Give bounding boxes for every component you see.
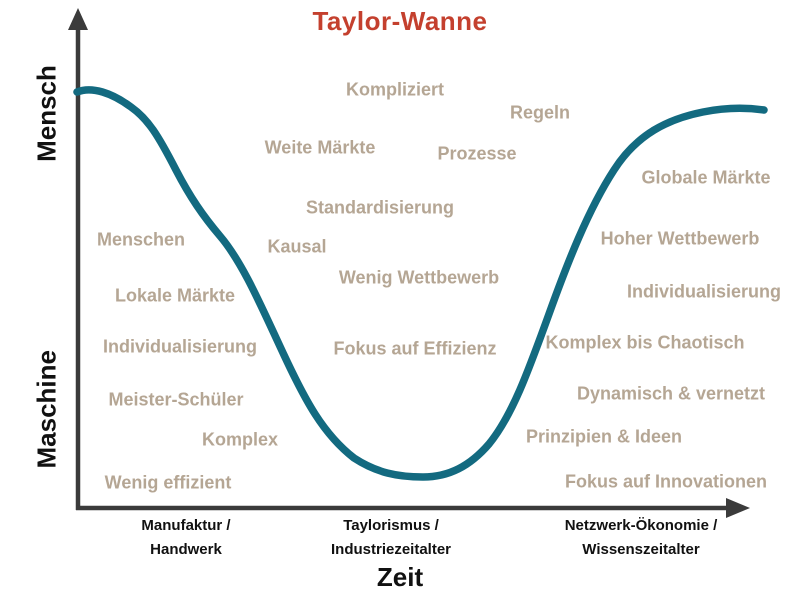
x-axis-category: Manufaktur / Handwerk: [141, 517, 231, 558]
chart-annotation: Komplex bis Chaotisch: [545, 332, 745, 353]
chart-annotation: Globale Märkte: [641, 167, 771, 188]
chart-annotation: Fokus auf Effizienz: [333, 338, 497, 359]
y-axis-label-maschine: Maschine: [31, 350, 62, 469]
chart-annotation: Prinzipien & Ideen: [525, 426, 683, 447]
chart-annotation: Prozesse: [437, 143, 517, 164]
chart-annotation: Standardisierung: [305, 197, 455, 218]
chart-annotation: Wenig Wettbewerb: [338, 267, 500, 288]
chart-annotation: Individualisierung: [102, 336, 258, 357]
chart-annotation: Lokale Märkte: [114, 285, 236, 306]
chart-annotation: Dynamisch & vernetzt: [576, 383, 766, 404]
x-axis-category: Taylorismus / Industriezeitalter: [330, 517, 452, 558]
taylor-curve: [73, 86, 768, 481]
y-axis-arrowhead-icon: [68, 8, 88, 30]
chart-annotation: Individualisierung: [626, 281, 782, 302]
x-axis-category: Netzwerk-Ökonomie / Wissenszeitalter: [564, 517, 718, 558]
chart-annotation: Wenig effizient: [104, 472, 232, 493]
chart-annotation: Weite Märkte: [264, 137, 376, 158]
x-axis-arrowhead-icon: [726, 498, 750, 518]
chart-annotation: Kompliziert: [345, 79, 445, 100]
chart-annotation: Komplex: [201, 429, 279, 450]
chart-title: Taylor-Wanne: [312, 6, 488, 36]
chart-annotation: Menschen: [96, 229, 186, 250]
chart-annotation: Regeln: [509, 102, 571, 123]
x-axis-label-zeit: Zeit: [376, 562, 424, 592]
chart-annotation: Hoher Wettbewerb: [600, 228, 760, 249]
chart-annotation: Fokus auf Innovationen: [564, 471, 768, 492]
y-axis-label-mensch: Mensch: [31, 65, 62, 162]
chart-annotation: Kausal: [267, 236, 327, 257]
chart-annotation: Meister-Schüler: [108, 389, 244, 410]
